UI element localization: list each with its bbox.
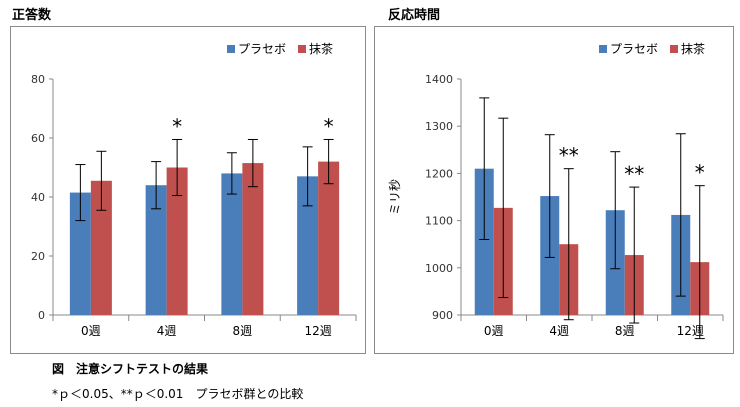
bar-matcha [90,180,112,315]
significance-marker: ** [624,162,644,186]
x-tick-label: 4週 [157,324,177,338]
bar-matcha [166,167,188,315]
x-tick-label: 12週 [677,324,704,338]
x-tick-label: 8週 [615,324,635,338]
x-tick-label: 0週 [81,324,101,338]
legend-swatch-1 [298,45,306,53]
significance-marker: * [324,114,334,138]
bar-placebo [145,185,167,315]
y-tick-label: 1400 [425,73,453,86]
significance-marker: * [695,161,705,185]
legend-label-0: プラセボ [610,42,658,56]
legend-label-1: 抹茶 [309,41,333,56]
y-tick-label: 1200 [425,167,453,180]
chart-title-correct-answers: 正答数 [12,8,52,23]
significance-note: *ｐ＜0.05、**ｐ＜0.01 プラセボ群との比較 [52,387,304,401]
legend-swatch-0 [227,45,235,53]
y-tick-label: 1000 [425,262,453,275]
x-tick-label: 0週 [484,324,504,338]
bar-matcha [242,163,264,315]
y-tick-label: 60 [31,132,45,145]
bar-placebo [474,168,494,315]
bar-matcha [318,161,340,315]
y-tick-label: 1300 [425,120,453,133]
x-tick-label: 8週 [233,324,253,338]
significance-marker: ** [559,144,579,168]
y-tick-label: 1100 [425,215,453,228]
legend-swatch-1 [670,45,678,53]
chart-title-reaction-time: 反応時間 [388,8,441,23]
significance-marker: * [172,114,182,138]
bar-placebo [297,176,319,315]
figure-caption: 図 注意シフトテストの結果 [52,362,209,376]
legend-label-0: プラセボ [238,42,286,56]
bar-placebo [69,192,91,315]
y-tick-label: 0 [38,309,45,322]
x-tick-label: 4週 [549,324,569,338]
y-tick-label: 20 [31,250,45,263]
legend-swatch-0 [599,45,607,53]
y-tick-label: 80 [31,73,45,86]
bar-placebo [221,173,243,315]
x-tick-label: 12週 [304,324,331,338]
y-tick-label: 40 [31,191,45,204]
y-tick-label: 900 [432,309,453,322]
legend-label-1: 抹茶 [681,41,705,56]
chart-panel-correct-answers: プラセボ 抹茶 0 20 40 60 80 0週 4週 8週 12週 * * [10,26,366,354]
chart-correct-answers: プラセボ 抹茶 0 20 40 60 80 0週 4週 8週 12週 * * [31,41,357,338]
chart-panel-reaction-time: プラセボ 抹茶 900 1000 1100 1200 1300 1400 0週 4週 8週 12週 **… [374,26,734,354]
y-axis-label: ミリ秒 [388,179,402,215]
